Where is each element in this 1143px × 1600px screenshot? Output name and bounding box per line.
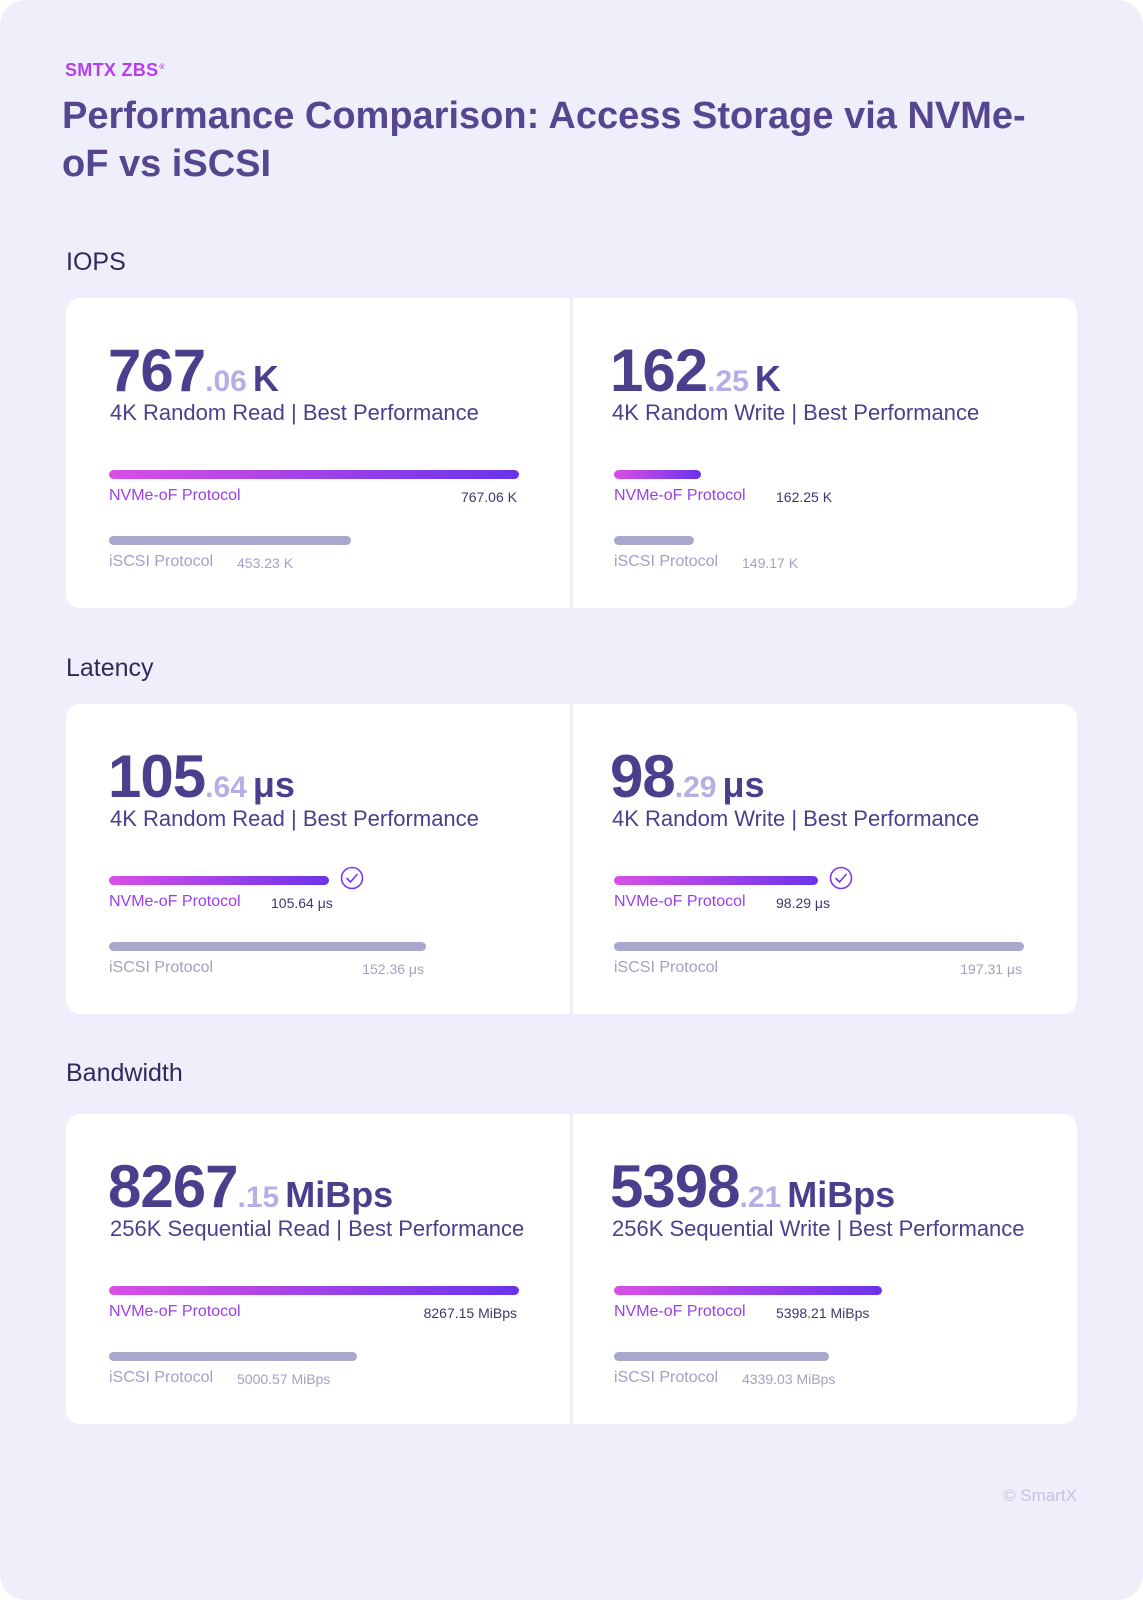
copyright: © SmartX (1003, 1486, 1077, 1505)
card-subtitle: 4K Random Read | Best Performance (110, 806, 479, 831)
headline-integer: 767 (108, 337, 206, 404)
iscsi-label: iSCSI Protocol (614, 553, 719, 570)
card-subtitle: 256K Sequential Write | Best Performance (612, 1216, 1025, 1241)
headline-decimal: .15 (237, 1181, 280, 1214)
section-label-latency: Latency (66, 654, 154, 682)
nvme-bar (109, 876, 329, 885)
nvme-bar (109, 1286, 519, 1295)
nvme-value: 162.25 K (776, 489, 833, 505)
bar-group: NVMe-oF Protocol 5398.21 MiBps iSCSI Proto… (614, 1274, 1034, 1394)
metric-card: 98.29 μs 4K Random Write | Best Performanc… (571, 704, 1076, 1014)
iscsi-value: 152.36 μs (362, 961, 424, 977)
iscsi-label: iSCSI Protocol (109, 959, 214, 976)
nvme-value: 5398.21 MiBps (776, 1305, 870, 1321)
nvme-value: 105.64 μs (271, 895, 333, 911)
headline-value: 162.25 K (610, 336, 781, 405)
iscsi-bar (109, 1352, 357, 1361)
nvme-label: NVMe-oF Protocol (109, 487, 241, 504)
panel-divider (570, 298, 573, 608)
bar-group: NVMe-oF Protocol 105.64 μs iSCSI Protocol 1… (109, 864, 529, 984)
nvme-label: NVMe-oF Protocol (614, 1303, 746, 1320)
section-label-bandwidth: Bandwidth (66, 1059, 183, 1087)
iscsi-bar (109, 942, 426, 951)
nvme-label: NVMe-oF Protocol (614, 893, 746, 910)
iscsi-value: 5000.57 MiBps (237, 1371, 331, 1387)
headline-integer: 5398 (610, 1153, 740, 1220)
nvme-bar (614, 470, 701, 479)
iscsi-bar (109, 536, 351, 545)
headline-unit: μs (722, 764, 765, 805)
panel-bandwidth: 8267.15 MiBps 256K Sequential Read | Best … (66, 1114, 1077, 1424)
panel-latency: 105.64 μs 4K Random Read | Best Performanc… (66, 704, 1077, 1014)
iscsi-bar (614, 1352, 829, 1361)
metric-card: 162.25 K 4K Random Write | Best Performanc… (571, 298, 1076, 608)
headline-integer: 105 (108, 743, 206, 810)
iscsi-label: iSCSI Protocol (614, 959, 719, 976)
headline-unit: MiBps (787, 1174, 896, 1215)
check-circle-icon (340, 866, 364, 890)
card-subtitle: 4K Random Write | Best Performance (612, 806, 980, 831)
card-subtitle: 4K Random Read | Best Performance (110, 400, 479, 425)
nvme-label: NVMe-oF Protocol (614, 487, 746, 504)
headline-unit: MiBps (285, 1174, 394, 1215)
headline-unit: K (754, 358, 781, 399)
metric-card: 8267.15 MiBps 256K Sequential Read | Best … (66, 1114, 571, 1424)
nvme-value: 767.06 K (460, 489, 517, 505)
headline-value: 98.29 μs (610, 742, 765, 811)
metric-card: 105.64 μs 4K Random Read | Best Performanc… (66, 704, 571, 1014)
bar-group: NVMe-oF Protocol 162.25 K iSCSI Protocol 14… (614, 458, 1034, 578)
bar-group: NVMe-oF Protocol 8267.15 MiBps iSCSI Proto… (109, 1274, 529, 1394)
panel-divider (570, 704, 573, 1014)
iscsi-bar (614, 942, 1024, 951)
headline-unit: K (252, 358, 279, 399)
headline-decimal: .25 (707, 365, 749, 398)
brand-registered-mark: ® (159, 64, 165, 71)
card-subtitle: 4K Random Write | Best Performance (612, 400, 980, 425)
brand-logo: SMTX ZBS® (65, 60, 165, 81)
iscsi-value: 453.23 K (237, 555, 294, 571)
bar-group: NVMe-oF Protocol 98.29 μs iSCSI Protocol 19… (614, 864, 1034, 984)
nvme-label: NVMe-oF Protocol (109, 893, 241, 910)
metric-card: 767.06 K 4K Random Read | Best Performance… (66, 298, 571, 608)
section-label-iops: IOPS (66, 248, 126, 276)
metric-card: 5398.21 MiBps 256K Sequential Write | Best… (571, 1114, 1076, 1424)
iscsi-label: iSCSI Protocol (109, 553, 214, 570)
page-title: Performance Comparison: Access Storage v… (62, 95, 1026, 185)
iscsi-value: 4339.03 MiBps (742, 1371, 836, 1387)
check-circle-icon (829, 866, 853, 890)
iscsi-bar (614, 536, 694, 545)
headline-integer: 98 (610, 743, 676, 810)
headline-value: 8267.15 MiBps (108, 1152, 393, 1221)
headline-decimal: .06 (205, 365, 247, 398)
headline-decimal: .29 (674, 771, 717, 804)
brand-name: SMTX ZBS (65, 60, 159, 80)
bar-group: NVMe-oF Protocol 767.06 K iSCSI Protocol 45… (109, 458, 529, 578)
headline-integer: 162 (610, 337, 708, 404)
nvme-bar (109, 470, 519, 479)
iscsi-value: 197.31 μs (960, 961, 1022, 977)
panel-divider (570, 1114, 573, 1424)
nvme-value: 8267.15 MiBps (423, 1305, 517, 1321)
nvme-bar (614, 876, 818, 885)
headline-value: 105.64 μs (108, 742, 295, 811)
headline-unit: μs (252, 764, 295, 805)
card-subtitle: 256K Sequential Read | Best Performance (110, 1216, 525, 1241)
nvme-label: NVMe-oF Protocol (109, 1303, 241, 1320)
iscsi-label: iSCSI Protocol (614, 1369, 719, 1386)
headline-value: 5398.21 MiBps (610, 1152, 895, 1221)
headline-value: 767.06 K (108, 336, 279, 405)
panel-iops: 767.06 K 4K Random Read | Best Performance… (66, 298, 1077, 608)
nvme-value: 98.29 μs (776, 895, 830, 911)
iscsi-value: 149.17 K (742, 555, 799, 571)
nvme-bar (614, 1286, 882, 1295)
headline-decimal: .64 (205, 771, 247, 804)
headline-integer: 8267 (108, 1153, 238, 1220)
iscsi-label: iSCSI Protocol (109, 1369, 214, 1386)
headline-decimal: .21 (739, 1181, 782, 1214)
